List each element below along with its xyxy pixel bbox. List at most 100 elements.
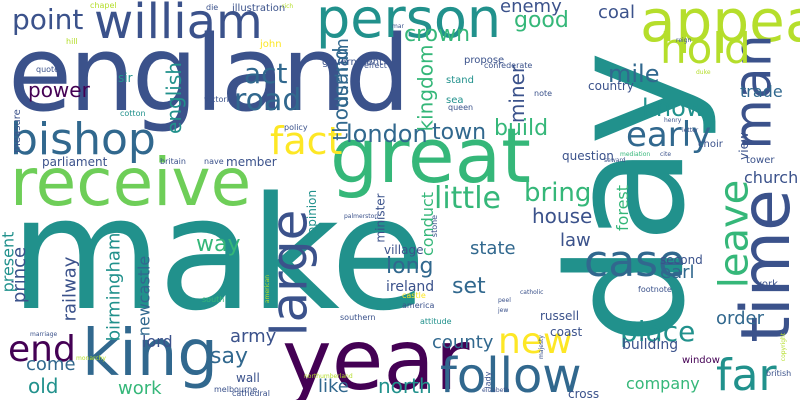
- word-like: like: [318, 376, 349, 397]
- word-castle: castle: [402, 291, 426, 300]
- word-copyright: copyright: [780, 332, 788, 362]
- word-earl: earl: [660, 262, 695, 283]
- word-victoria: victoria: [204, 95, 234, 104]
- word-set: set: [452, 274, 486, 299]
- word-york: york: [756, 279, 778, 290]
- word-majesty: majesty: [537, 335, 545, 359]
- word-enemy: enemy: [500, 0, 562, 17]
- word-person: person: [316, 0, 502, 50]
- word-stone: stone: [430, 214, 440, 238]
- word-mediation: mediation: [620, 151, 651, 158]
- word-melbourne: melbourne: [214, 385, 258, 394]
- word-lord: lord: [142, 332, 173, 351]
- word-peel: peel: [498, 297, 511, 304]
- word-durham: durham: [331, 38, 353, 108]
- word-county: county: [432, 332, 494, 353]
- word-mar: mar: [392, 23, 404, 30]
- word-parliament: parliament: [42, 155, 108, 169]
- word-footnote: footnote: [638, 285, 672, 294]
- word-country: country: [588, 79, 634, 93]
- word-northumberland: northumberland: [304, 373, 353, 380]
- word-hold: hold: [660, 24, 751, 73]
- word-sea: sea: [446, 95, 464, 106]
- word-england: england: [8, 13, 410, 135]
- word-cathedral: cathedral: [232, 389, 270, 398]
- word-propose: propose: [464, 55, 505, 66]
- word-early: early: [626, 115, 712, 155]
- word-opinion: opinion: [305, 189, 320, 235]
- word-railway: railway: [59, 256, 81, 322]
- word-america: america: [402, 301, 435, 310]
- word-southern: southern: [340, 313, 376, 322]
- word-make: make: [10, 163, 426, 345]
- word-appear: appear: [640, 0, 800, 55]
- word-year: year: [282, 311, 470, 400]
- word-stand: stand: [446, 75, 474, 86]
- word-catholic: catholic: [520, 289, 544, 296]
- word-wall: wall: [236, 371, 260, 385]
- word-know: know: [642, 94, 706, 122]
- word-kingdom: kingdom: [413, 44, 438, 132]
- word-john: john: [260, 39, 282, 50]
- word-question: question: [562, 149, 614, 163]
- word-confederate: confederate: [484, 61, 533, 70]
- word-fact: fact: [270, 119, 343, 163]
- word-window: window: [682, 355, 720, 366]
- word-bring: bring: [524, 178, 592, 208]
- word-lady: lady: [483, 371, 493, 389]
- word-letter: letter: [682, 127, 699, 134]
- word-say: say: [210, 344, 248, 369]
- word-rich: rich: [282, 3, 294, 10]
- word-effect: effect: [364, 61, 387, 70]
- word-build: build: [494, 116, 549, 141]
- word-law: law: [560, 230, 591, 251]
- word-note: note: [534, 89, 553, 98]
- word-britain: britain: [160, 157, 186, 166]
- word-monarchy: monarchy: [76, 355, 106, 362]
- word-building: building: [622, 337, 679, 353]
- word-receive: receive: [10, 144, 252, 221]
- word-coal: coal: [598, 2, 635, 23]
- word-king: king: [82, 317, 219, 391]
- word-policy: policy: [284, 123, 308, 132]
- word-english: english: [161, 62, 186, 134]
- word-long: long: [386, 254, 434, 279]
- word-old: old: [28, 374, 59, 398]
- word-queen: queen: [448, 103, 474, 112]
- word-government: government: [322, 57, 383, 68]
- word-work: work: [118, 378, 162, 399]
- word-south: south: [202, 295, 225, 304]
- word-bishop: bishop: [10, 114, 156, 165]
- word-reign: reign: [676, 37, 692, 44]
- word-point: point: [12, 3, 84, 36]
- word-good: good: [514, 8, 569, 33]
- word-come: come: [26, 354, 76, 375]
- word-tower: tower: [746, 155, 775, 166]
- word-house: house: [532, 204, 593, 228]
- word-attitude: attitude: [420, 317, 452, 326]
- word-new: new: [498, 321, 573, 362]
- word-henry: henry: [664, 117, 682, 124]
- word-duke: duke: [696, 69, 711, 76]
- word-newcastle: newcastle: [134, 255, 154, 337]
- word-miner: miner: [505, 64, 530, 124]
- word-road: road: [234, 83, 302, 118]
- word-crown: crown: [404, 22, 471, 47]
- word-illustration: illustration: [232, 3, 286, 14]
- word-follow: follow: [440, 348, 582, 400]
- word-cite: cite: [660, 151, 672, 158]
- word-ireland: ireland: [386, 279, 435, 295]
- word-mile: mile: [608, 60, 660, 88]
- word-great: great: [330, 111, 531, 200]
- word-case: case: [584, 236, 686, 287]
- word-quote: quote: [36, 65, 60, 74]
- word-hill: hill: [66, 37, 78, 46]
- word-russell: russell: [540, 309, 580, 323]
- word-chapel: chapel: [90, 1, 117, 10]
- word-cross: cross: [568, 387, 600, 400]
- word-choir: choir: [698, 139, 723, 150]
- word-order: order: [716, 308, 764, 329]
- word-church: church: [744, 168, 799, 187]
- word-sir: sir: [118, 71, 133, 85]
